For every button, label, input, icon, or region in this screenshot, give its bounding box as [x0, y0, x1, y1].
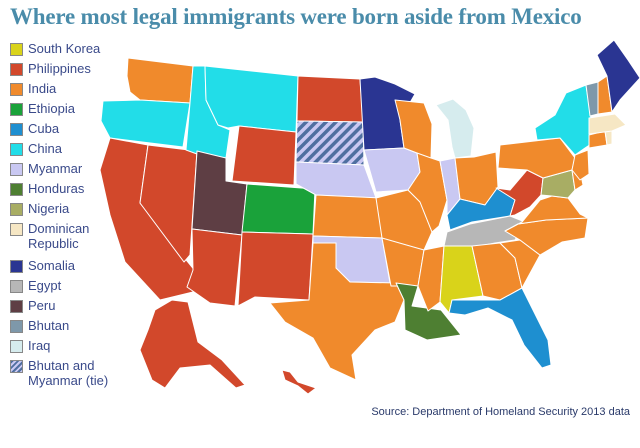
legend-label: China [28, 141, 62, 156]
state-illinois [407, 152, 448, 233]
legend-swatch [10, 43, 23, 56]
legend-label: Peru [28, 298, 56, 313]
state-kansas [312, 194, 383, 239]
state-massachusetts [588, 113, 627, 135]
legend-label: India [28, 81, 57, 96]
legend-label: Cuba [28, 121, 60, 136]
legend-item-philippines: Philippines [10, 60, 140, 80]
legend-swatch [10, 260, 23, 273]
legend-swatch [10, 223, 23, 236]
state-colorado [241, 183, 316, 235]
state-pennsylvania [497, 137, 576, 179]
state-north-dakota [296, 75, 364, 123]
legend-item-egypt: Egypt [10, 277, 140, 297]
state-louisiana [395, 282, 462, 341]
state-south-carolina [499, 239, 541, 289]
legend-swatch [10, 123, 23, 136]
legend-item-india: India [10, 80, 140, 100]
legend-swatch [10, 340, 23, 353]
legend-swatch [10, 143, 23, 156]
source-note: Source: Department of Homeland Security … [371, 406, 630, 418]
state-new-mexico [237, 231, 314, 307]
legend-label: Bhutan [28, 318, 70, 333]
state-new-jersey [571, 149, 590, 181]
legend-item-china: China [10, 140, 140, 160]
state-maine [596, 39, 640, 113]
map-title: Where most legal immigrants were born as… [10, 4, 582, 29]
legend-swatch [10, 183, 23, 196]
legend-item-nigeria: Nigeria [10, 200, 140, 220]
state-wyoming [231, 125, 297, 186]
legend-label: Ethiopia [28, 101, 75, 116]
legend-swatch [10, 163, 23, 176]
legend-item-ethiopia: Ethiopia [10, 100, 140, 120]
legend-item-bhutan: Bhutan [10, 317, 140, 337]
state-hawaii [281, 369, 317, 395]
legend-swatch [10, 320, 23, 333]
legend-swatch [10, 203, 23, 216]
legend-item-iraq: Iraq [10, 337, 140, 357]
state-florida [448, 287, 552, 369]
legend-swatch [10, 360, 23, 373]
legend-label: Bhutan and Myanmar (tie) [28, 358, 109, 388]
legend-item-cuba: Cuba [10, 120, 140, 140]
state-texas [269, 242, 405, 381]
legend-item-south-korea: South Korea [10, 40, 140, 60]
legend-label: Egypt [28, 278, 62, 293]
state-mississippi [417, 245, 445, 312]
state-oregon [100, 99, 191, 148]
legend-item-dominican-republic: Dominican Republic [10, 220, 140, 257]
state-west-virginia [495, 169, 544, 217]
legend-item-honduras: Honduras [10, 180, 140, 200]
state-south-dakota [295, 120, 365, 166]
state-montana [204, 65, 299, 133]
state-michigan [435, 98, 475, 159]
legend-swatch [10, 280, 23, 293]
legend: South Korea Philippines India Ethiopia Cuba C… [10, 40, 140, 394]
legend-swatch [10, 63, 23, 76]
state-virginia [504, 195, 589, 232]
legend-swatch [10, 103, 23, 116]
legend-item-somalia: Somalia [10, 257, 140, 277]
legend-label: Dominican Republic [28, 221, 90, 251]
legend-item-myanmar: Myanmar [10, 160, 140, 180]
legend-label: Somalia [28, 258, 75, 273]
legend-label: South Korea [28, 41, 101, 56]
legend-label: Nigeria [28, 201, 70, 216]
legend-swatch [10, 83, 23, 96]
legend-label: Iraq [28, 338, 51, 353]
legend-item-bhutan-and-myanmar-tie: Bhutan and Myanmar (tie) [10, 357, 140, 394]
state-arizona [186, 228, 243, 307]
legend-label: Myanmar [28, 161, 83, 176]
legend-label: Philippines [28, 61, 91, 76]
legend-item-peru: Peru [10, 297, 140, 317]
legend-label: Honduras [28, 181, 85, 196]
legend-swatch [10, 300, 23, 313]
state-alaska [139, 299, 246, 389]
